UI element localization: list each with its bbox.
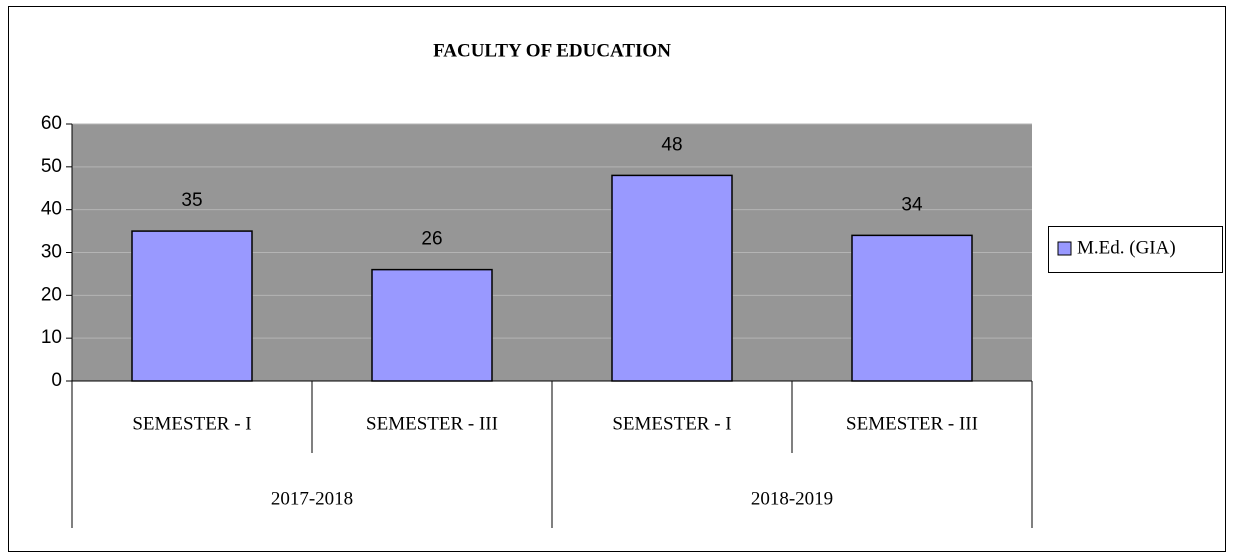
legend-swatch <box>1057 241 1072 256</box>
y-tick-label: 60 <box>41 113 62 134</box>
y-tick-label: 10 <box>41 327 62 348</box>
bar <box>131 230 253 382</box>
y-tick-label: 0 <box>51 370 62 391</box>
y-tick-label: 20 <box>41 284 62 305</box>
group-label: 2017-2018 <box>271 488 353 509</box>
group-label: 2018-2019 <box>751 488 833 509</box>
data-label: 35 <box>181 190 202 211</box>
legend-label: M.Ed. (GIA) <box>1077 237 1176 258</box>
data-label: 48 <box>661 134 682 155</box>
y-tick-label: 40 <box>41 199 62 220</box>
bar <box>851 234 973 382</box>
legend <box>1048 226 1223 273</box>
y-tick-label: 50 <box>41 156 62 177</box>
data-label: 26 <box>421 229 442 250</box>
chart-title: FACULTY OF EDUCATION <box>433 40 671 61</box>
x-tick-label: SEMESTER - I <box>132 413 251 434</box>
x-tick-label: SEMESTER - III <box>366 413 498 434</box>
x-tick-label: SEMESTER - I <box>612 413 731 434</box>
bar <box>611 174 733 382</box>
data-label: 34 <box>901 194 923 215</box>
bar <box>371 268 493 382</box>
y-tick-label: 30 <box>41 242 62 263</box>
x-tick-label: SEMESTER - III <box>846 413 978 434</box>
